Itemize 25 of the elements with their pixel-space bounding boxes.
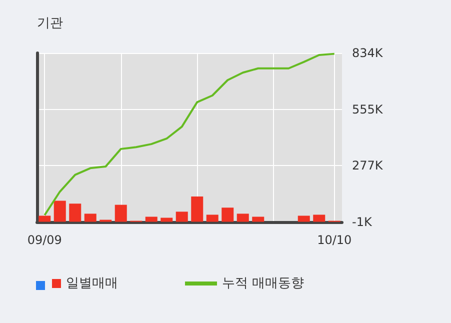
bar — [206, 214, 218, 222]
bar — [160, 218, 173, 222]
bar — [114, 204, 127, 222]
bar — [236, 214, 249, 222]
bar — [222, 208, 234, 222]
bar — [191, 196, 204, 222]
bar — [84, 214, 96, 222]
bar — [145, 216, 158, 222]
line-series — [44, 52, 336, 216]
bar — [313, 214, 326, 222]
x-tick-label: 09/09 — [27, 233, 62, 247]
y-tick-label: 277K — [352, 158, 384, 173]
bar — [252, 216, 264, 222]
y-tick-label: -1K — [352, 215, 373, 229]
y-tick-label: 834K — [352, 46, 384, 60]
bar — [69, 204, 82, 222]
x-tick-label: 10/10 — [317, 233, 352, 247]
bar — [298, 216, 310, 222]
bar — [54, 200, 66, 222]
legend-label: 누적 매매동향 — [222, 276, 304, 291]
legend-label: 일별매매 — [66, 276, 118, 291]
y-tick-label: 555K — [352, 102, 384, 116]
chart-title: 기관 — [37, 16, 63, 31]
bar — [38, 216, 51, 222]
bar — [176, 212, 188, 222]
